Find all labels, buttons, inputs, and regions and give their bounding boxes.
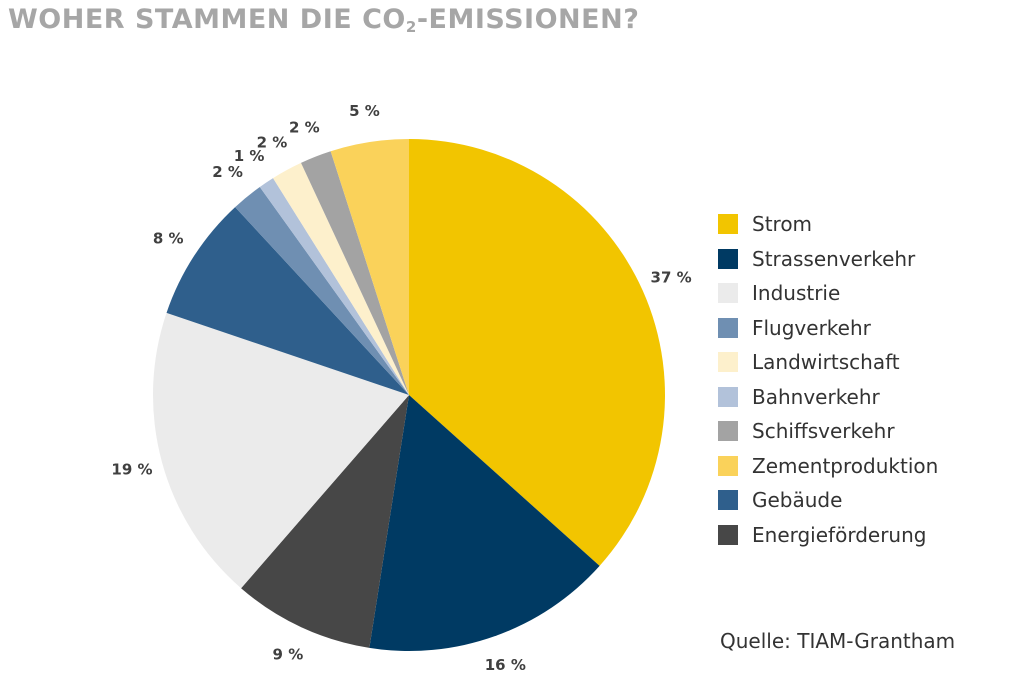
slice-label-gebaude: 8 %	[153, 229, 184, 247]
pie-slice-industrie	[152, 312, 409, 589]
legend-label: Industrie	[752, 281, 841, 306]
pie-slice-zementproduktion	[330, 139, 409, 395]
legend-item-zementproduktion: Zementproduktion	[718, 449, 938, 484]
legend-label: Flugverkehr	[752, 315, 871, 340]
legend-swatch	[718, 455, 738, 476]
source-note: Quelle: TIAM-Grantham	[720, 629, 956, 653]
legend-label: Strassenverkehr	[752, 246, 916, 271]
title-subscript: 2	[405, 18, 417, 36]
legend-label: Zementproduktion	[752, 453, 939, 478]
slice-label-zementproduktion: 5 %	[349, 102, 380, 120]
pie-slices	[152, 139, 665, 651]
legend-label: Gebäude	[752, 488, 843, 513]
pie-slice-strom	[409, 139, 665, 566]
legend-item-strassenverkehr: Strassenverkehr	[718, 242, 938, 277]
legend-item-schiffsverkehr: Schiffsverkehr	[718, 414, 938, 449]
legend-item-energieforderung: Energieförderung	[718, 518, 938, 553]
legend-label: Energieförderung	[752, 522, 927, 547]
legend-swatch	[718, 490, 738, 511]
legend-item-strom: Strom	[718, 207, 938, 242]
legend-swatch	[718, 283, 738, 304]
pie-slice-labels: 37 %16 %9 %19 %8 %2 %1 %2 %2 %5 %	[111, 102, 691, 674]
slice-label-energieforderung: 9 %	[273, 646, 304, 664]
pie-slice-energieforderung	[241, 395, 409, 648]
pie-slice-gebaude	[166, 207, 409, 395]
title-suffix: -EMISSIONEN?	[416, 4, 640, 35]
legend-swatch	[718, 214, 738, 235]
legend-label: Landwirtschaft	[752, 350, 900, 375]
slice-label-landwirtschaft: 2 %	[257, 133, 288, 151]
legend-label: Bahnverkehr	[752, 384, 880, 409]
slice-label-schiffsverkehr: 2 %	[289, 118, 320, 136]
pie-slice-bahnverkehr	[259, 178, 409, 395]
slice-label-bahnverkehr: 1 %	[234, 147, 265, 165]
pie-slice-schiffsverkehr	[301, 151, 409, 395]
legend-item-landwirtschaft: Landwirtschaft	[718, 345, 938, 380]
legend-label: Schiffsverkehr	[752, 419, 895, 444]
legend-swatch	[718, 352, 738, 373]
pie-slice-landwirtschaft	[273, 162, 409, 395]
legend-swatch	[718, 421, 738, 442]
pie-slice-flugverkehr	[235, 186, 409, 395]
slice-label-industrie: 19 %	[111, 461, 152, 479]
legend-item-bahnverkehr: Bahnverkehr	[718, 380, 938, 415]
legend-swatch	[718, 524, 738, 545]
legend-item-flugverkehr: Flugverkehr	[718, 311, 938, 346]
slice-label-strassenverkehr: 16 %	[485, 656, 526, 674]
pie-slice-strassenverkehr	[369, 395, 600, 651]
legend-swatch	[718, 317, 738, 338]
slice-label-strom: 37 %	[651, 269, 692, 287]
slice-label-flugverkehr: 2 %	[212, 163, 243, 181]
chart-legend: Strom Strassenverkehr Industrie Flugverkehr…	[718, 207, 938, 552]
legend-item-gebaude: Gebäude	[718, 483, 938, 518]
title-prefix: WOHER STAMMEN DIE CO	[8, 4, 406, 35]
legend-swatch	[718, 248, 738, 269]
legend-swatch	[718, 386, 738, 407]
legend-label: Strom	[752, 212, 813, 237]
chart-title: WOHER STAMMEN DIE CO2-EMISSIONEN?	[8, 4, 639, 36]
legend-item-industrie: Industrie	[718, 276, 938, 311]
